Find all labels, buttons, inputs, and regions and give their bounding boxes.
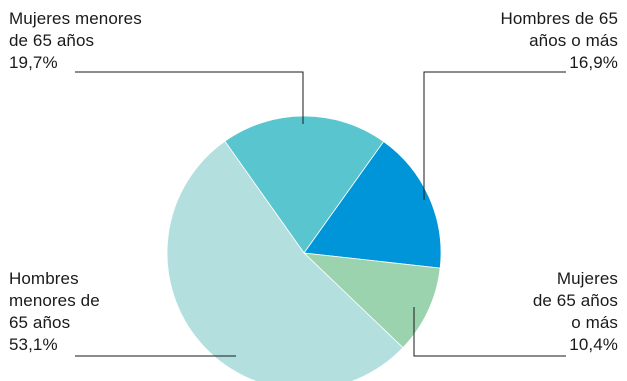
pie-slices <box>166 115 442 381</box>
slice-label-line: Mujeres menores <box>9 9 142 28</box>
slice-label-line: de 65 años <box>532 291 618 310</box>
slice-label-mujeres-mas: Mujeres de 65 años o más 10,4% <box>478 268 618 356</box>
slice-hombres-mas <box>303 140 442 269</box>
slice-label-line: Hombres <box>9 269 79 288</box>
leader-line-mujeres-mas <box>413 307 566 357</box>
slice-label-line: años o más <box>529 31 618 50</box>
slice-label-hombres-menores: Hombres menores de 65 años 53,1% <box>9 268 100 356</box>
slice-label-line: Hombres de 65 <box>500 9 618 28</box>
slice-label-line: o más <box>571 313 618 332</box>
leader-lines <box>75 71 566 357</box>
slice-label-mujeres-menores: Mujeres menores de 65 años 19,7% <box>9 8 142 74</box>
slice-value: 19,7% <box>9 53 58 72</box>
slice-hombres-menores <box>166 140 404 381</box>
slice-value: 16,9% <box>569 53 618 72</box>
slice-label-line: 65 años <box>9 313 71 332</box>
slice-mujeres-mas <box>302 252 441 349</box>
slice-label-line: menores de <box>9 291 100 310</box>
slice-label-line: Mujeres <box>556 269 618 288</box>
slice-label-line: de 65 años <box>9 31 95 50</box>
leader-line-hombres-mas <box>423 71 566 200</box>
leader-line-mujeres-menores <box>75 71 304 124</box>
slice-mujeres-menores <box>224 115 385 254</box>
slice-value: 10,4% <box>569 335 618 354</box>
slice-value: 53,1% <box>9 335 58 354</box>
slice-label-hombres-mas: Hombres de 65 años o más 16,9% <box>438 8 618 74</box>
